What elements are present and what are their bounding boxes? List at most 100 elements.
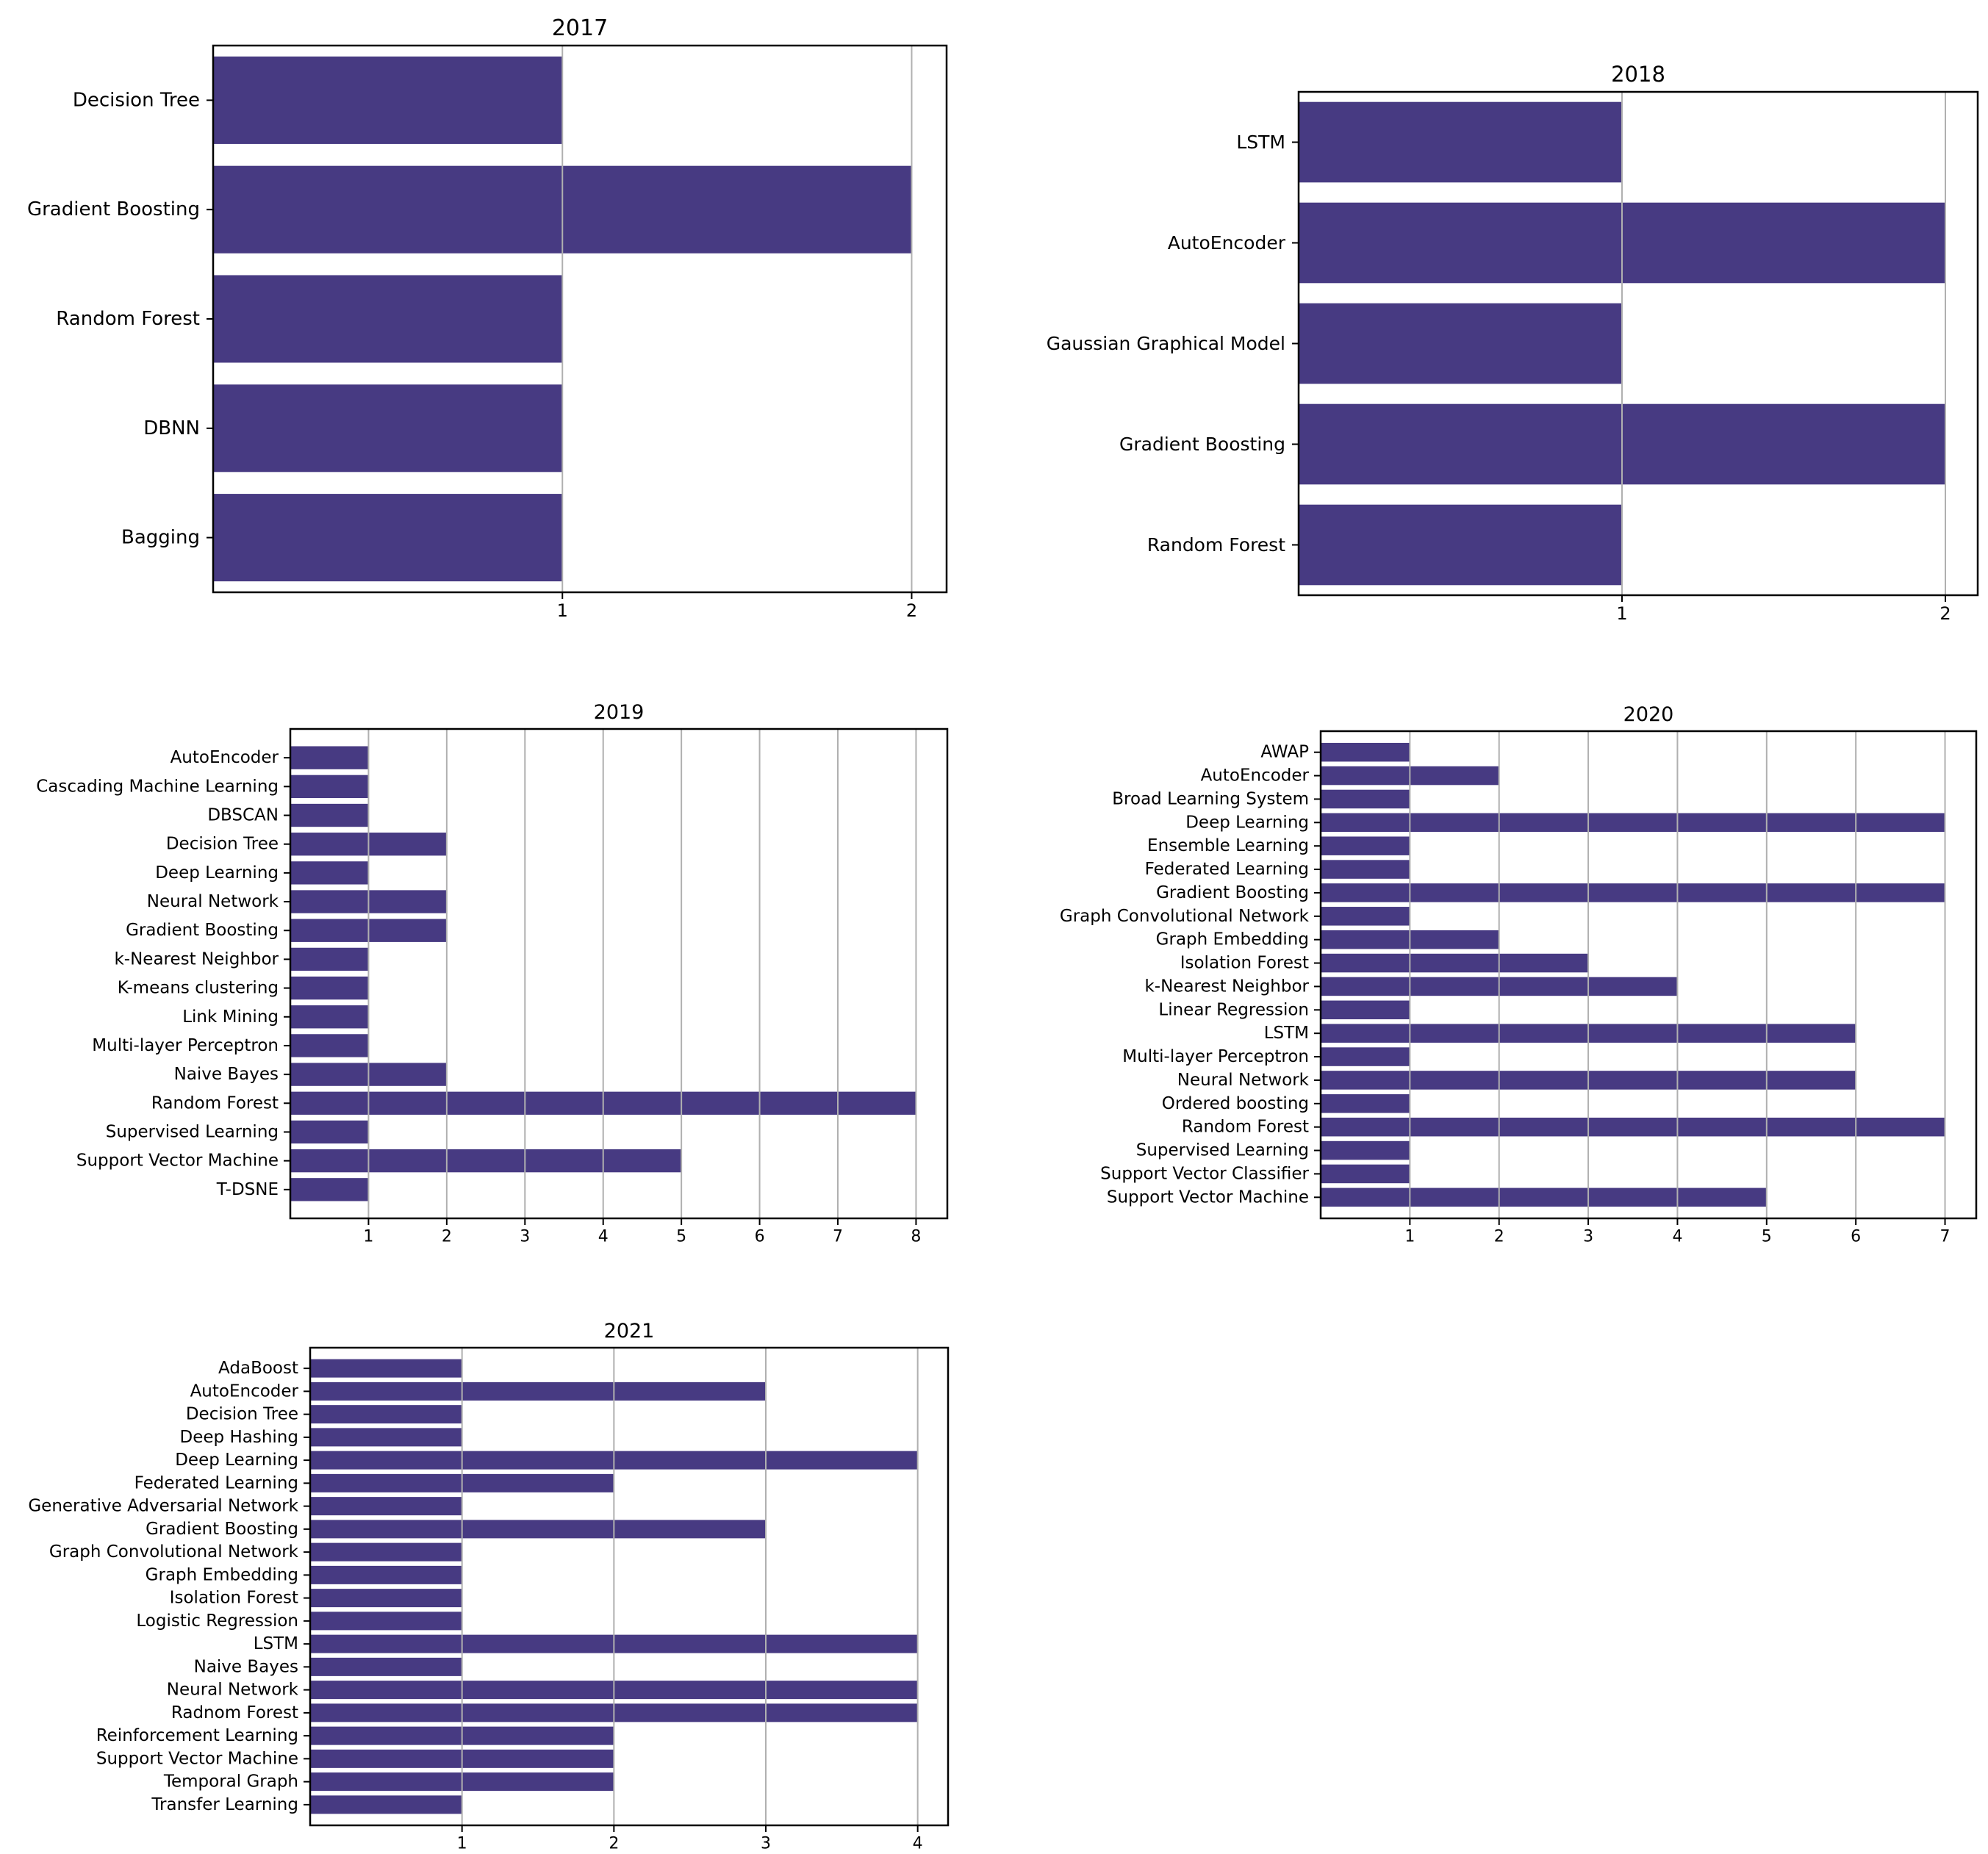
bar-support-vector-machine (290, 1149, 682, 1173)
chart-title: 2021 (604, 1320, 655, 1343)
category-label: Graph Convolutional Network (1060, 907, 1310, 926)
category-label: Reinforcement Learning (96, 1726, 298, 1745)
bar-random-forest (213, 275, 563, 363)
bar-lstm (1299, 101, 1622, 183)
category-label: Support Vector Machine (1107, 1188, 1309, 1207)
category-label: Isolation Forest (170, 1589, 298, 1608)
category-label: Gaussian Graphical Model (1047, 333, 1285, 354)
bar-decision-tree (213, 56, 563, 144)
bar-deep-learning (290, 861, 369, 885)
category-label: Neural Network (147, 892, 279, 911)
category-label: DBSCAN (207, 806, 279, 825)
x-tick-label: 2 (1494, 1228, 1504, 1246)
bar-gaussian-graphical-model (1299, 303, 1622, 384)
category-label: T-DSNE (216, 1180, 279, 1199)
category-label: Isolation Forest (1180, 954, 1309, 973)
bar-multi-layer-perceptron (1321, 1047, 1410, 1066)
x-tick-label: 1 (457, 1835, 467, 1853)
x-tick-label: 2 (609, 1835, 619, 1853)
category-label: k-Nearest Neighbor (1144, 977, 1309, 996)
category-label: Gradient Boosting (1119, 434, 1285, 455)
x-tick-label: 2 (906, 600, 917, 621)
category-label: LSTM (1264, 1024, 1309, 1043)
category-label: k-Nearest Neighbor (114, 949, 279, 969)
category-label: Bagging (121, 527, 200, 549)
bar-awap (1321, 742, 1410, 762)
category-label: Gradient Boosting (27, 198, 200, 220)
chart-2021: AdaBoost AutoEncoder Decision Tree Deep Has… (28, 1320, 950, 1853)
bar-cascading-machine-learning (290, 775, 369, 799)
x-tick-label: 4 (1672, 1228, 1682, 1246)
category-label: Support Vector Machine (96, 1749, 298, 1768)
category-label: Neural Network (1177, 1071, 1310, 1090)
chart-2019: AutoEncoder Cascading Machine Learning DBS… (36, 701, 949, 1246)
category-label: Deep Learning (175, 1451, 298, 1470)
bar-decision-tree (310, 1405, 462, 1424)
category-label: Ensemble Learning (1147, 836, 1309, 855)
x-tick-label: 2 (1939, 603, 1951, 624)
category-label: Graph Embedding (146, 1565, 298, 1584)
category-label: Multi-layer Perceptron (92, 1036, 279, 1055)
category-label: Gradient Boosting (126, 921, 279, 940)
bar-naive-bayes (310, 1657, 462, 1676)
chart-title: 2019 (594, 701, 645, 724)
chart-title: 2020 (1623, 703, 1674, 726)
category-label: DBNN (143, 417, 200, 439)
category-label: Decision Tree (186, 1405, 298, 1424)
x-tick-label: 4 (598, 1228, 609, 1246)
category-label: Generative Adversarial Network (28, 1497, 298, 1516)
bar-dbnn (213, 384, 563, 473)
bar-linear-regression (1321, 1000, 1410, 1020)
x-tick-label: 5 (1762, 1228, 1772, 1246)
x-tick-label: 1 (363, 1228, 373, 1246)
bar-graph-convolutional-network (1321, 907, 1410, 926)
bar-adaboost (310, 1359, 462, 1378)
bar-random-forest (1299, 504, 1622, 586)
x-tick-label: 7 (833, 1228, 843, 1246)
category-label: Graph Embedding (1156, 930, 1309, 949)
category-label: Random Forest (56, 308, 200, 330)
category-label: Random Forest (1147, 534, 1285, 556)
category-label: Support Vector Machine (76, 1151, 279, 1171)
bar-t-dsne (290, 1178, 369, 1201)
category-label: Link Mining (182, 1007, 279, 1027)
category-label: Decision Tree (166, 835, 279, 854)
x-tick-label: 7 (1940, 1228, 1951, 1246)
bar-supervised-learning (1321, 1140, 1410, 1160)
bar-broad-learning-system (1321, 789, 1410, 809)
category-label: AutoEncoder (1201, 766, 1310, 786)
x-tick-label: 5 (676, 1228, 686, 1246)
bar-isolation-forest (1321, 953, 1589, 973)
category-label: AutoEncoder (171, 748, 279, 767)
category-label: Deep Learning (155, 863, 279, 883)
bar-ordered-boosting (1321, 1094, 1410, 1113)
category-label: Deep Learning (1185, 813, 1309, 832)
bar-random-forest (1321, 1117, 1945, 1137)
category-label: Gradient Boosting (146, 1520, 298, 1539)
category-label: Support Vector Classifier (1100, 1164, 1309, 1183)
category-label: Temporal Graph (163, 1772, 298, 1792)
x-tick-label: 1 (557, 600, 568, 621)
bar-transfer-learning (310, 1795, 462, 1814)
bar-deep-hashing (310, 1428, 462, 1447)
x-tick-label: 3 (520, 1228, 530, 1246)
x-tick-label: 4 (913, 1835, 923, 1853)
category-label: Transfer Learning (151, 1795, 298, 1814)
bar-graph-convolutional-network (310, 1542, 462, 1562)
category-label: Federated Learning (134, 1473, 298, 1492)
bar-ensemble-learning (1321, 836, 1410, 855)
bar-k-means-clustering (290, 976, 369, 1000)
category-label: Logistic Regression (136, 1612, 298, 1631)
bar-federated-learning (1321, 860, 1410, 879)
x-tick-label: 3 (1583, 1228, 1593, 1246)
chart-2017: Decision Tree Gradient Boosting Random For… (27, 15, 948, 621)
category-label: Decision Tree (73, 89, 200, 111)
bar-dbscan (290, 803, 369, 827)
x-tick-label: 3 (761, 1835, 771, 1853)
x-tick-label: 1 (1616, 603, 1627, 624)
category-label: K-means clustering (118, 979, 279, 998)
category-label: Radnom Forest (171, 1703, 298, 1722)
chart-2018: LSTM AutoEncoder Gaussian Graphical Model G… (1047, 62, 1979, 624)
category-label: Neural Network (167, 1681, 299, 1700)
